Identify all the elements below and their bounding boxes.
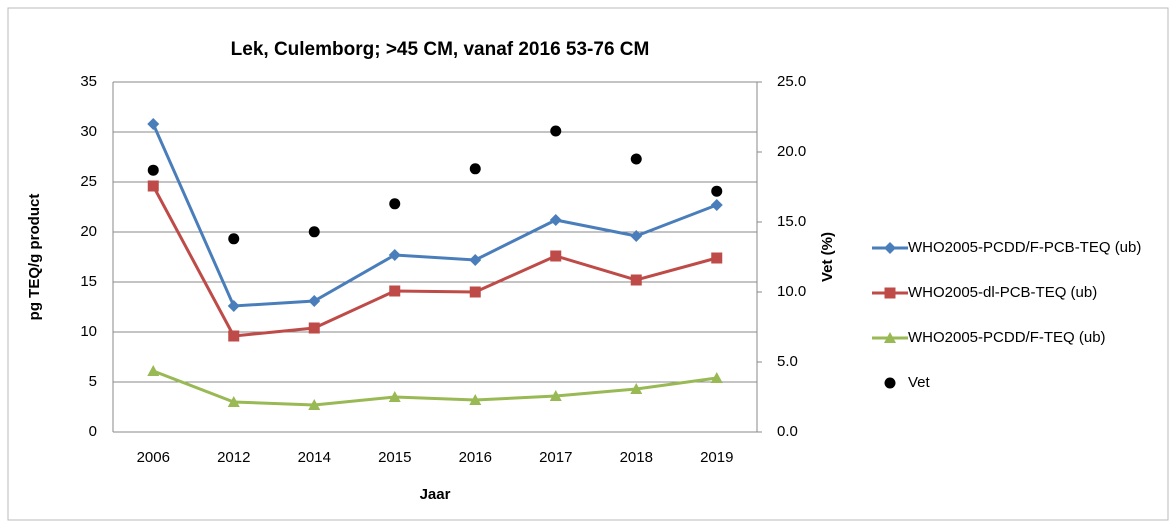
marker	[308, 399, 321, 410]
y-tick-label: 30	[80, 123, 97, 140]
y-axis-label: pg TEQ/g product	[26, 194, 43, 321]
x-axis-label: Jaar	[420, 486, 451, 503]
marker	[308, 322, 320, 334]
marker	[549, 390, 562, 401]
y-tick-label: 10	[80, 323, 97, 340]
y-tick-label: 5	[89, 373, 97, 390]
y-tick-label: 25	[80, 173, 97, 190]
marker	[884, 287, 896, 299]
marker	[147, 365, 160, 376]
marker	[227, 300, 240, 312]
y-tick-label: 35	[80, 73, 97, 90]
y2-tick-label: 5.0	[777, 353, 798, 370]
marker	[710, 199, 723, 211]
marker	[630, 230, 643, 242]
marker	[630, 383, 643, 394]
marker	[308, 295, 321, 307]
marker	[227, 396, 240, 407]
marker	[884, 332, 896, 343]
marker	[228, 330, 240, 342]
marker	[388, 391, 401, 402]
y-tick-label: 20	[80, 223, 97, 240]
y2-tick-label: 10.0	[777, 283, 806, 300]
x-tick-label: 2018	[620, 449, 653, 466]
x-tick-label: 2017	[539, 449, 572, 466]
x-tick-label: 2016	[459, 449, 492, 466]
marker	[389, 198, 401, 210]
marker	[884, 377, 896, 389]
y2-tick-label: 25.0	[777, 73, 806, 90]
marker	[711, 185, 723, 197]
marker	[710, 372, 723, 383]
chart-title: Lek, Culemborg; >45 CM, vanaf 2016 53-76…	[231, 39, 650, 60]
marker	[147, 164, 159, 176]
x-tick-label: 2014	[298, 449, 331, 466]
marker	[550, 250, 562, 262]
series-line	[151, 123, 718, 308]
x-tick-label: 2015	[378, 449, 411, 466]
series-line	[151, 185, 718, 338]
marker	[630, 153, 642, 165]
y2-tick-label: 20.0	[777, 143, 806, 160]
legend-label: WHO2005-dl-PCB-TEQ (ub)	[908, 284, 1097, 301]
marker	[147, 118, 160, 130]
y-tick-label: 15	[80, 273, 97, 290]
marker	[469, 394, 482, 405]
y2-tick-label: 0.0	[777, 423, 798, 440]
marker	[469, 254, 482, 266]
y2-tick-label: 15.0	[777, 213, 806, 230]
marker	[389, 285, 401, 297]
marker	[550, 125, 562, 137]
legend-label: WHO2005-PCDD/F-TEQ (ub)	[908, 329, 1106, 346]
x-tick-label: 2019	[700, 449, 733, 466]
x-tick-label: 2006	[137, 449, 170, 466]
marker	[711, 252, 723, 264]
marker	[630, 274, 642, 286]
marker	[549, 214, 562, 226]
marker	[308, 226, 320, 238]
marker	[884, 242, 896, 254]
legend-label: Vet	[908, 374, 931, 391]
marker	[469, 286, 481, 298]
marker	[228, 233, 240, 245]
legend-label: WHO2005-PCDD/F-PCB-TEQ (ub)	[908, 239, 1141, 256]
chart-frame	[7, 7, 1169, 521]
marker	[469, 163, 481, 175]
y2-axis-label: Vet (%)	[819, 232, 836, 282]
marker	[147, 180, 159, 192]
y-tick-label: 0	[89, 423, 97, 440]
series-line	[152, 369, 717, 407]
marker	[388, 249, 401, 261]
x-tick-label: 2012	[217, 449, 250, 466]
